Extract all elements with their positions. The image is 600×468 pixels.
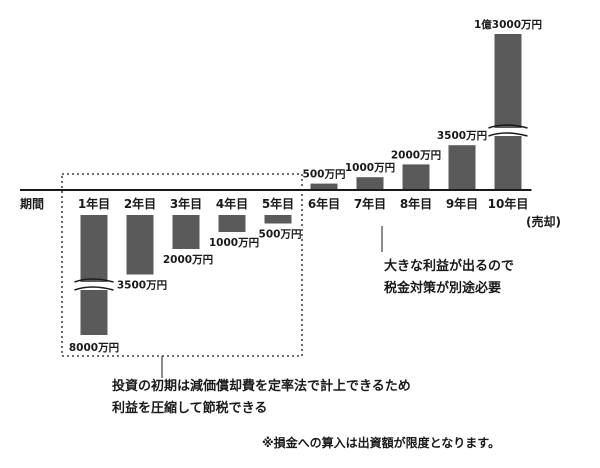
category-label-2: 2年目 bbox=[124, 196, 156, 211]
value-labels-group: 8000万円3500万円2000万円1000万円500万円500万円1000万円… bbox=[69, 18, 542, 354]
axis-label: 期間 bbox=[20, 196, 44, 211]
bar-2 bbox=[126, 215, 154, 275]
axis-break-gap-10 bbox=[490, 128, 526, 136]
value-label-8: 2000万円 bbox=[391, 149, 441, 161]
initial-period-box bbox=[61, 173, 303, 357]
value-label-1: 8000万円 bbox=[69, 342, 119, 354]
bar-1 bbox=[80, 215, 108, 335]
loss-annotation: 投資の初期は減価償却費を定率法で計上できるため 利益を圧縮して節税できる bbox=[112, 376, 411, 420]
bar-3 bbox=[172, 215, 200, 249]
value-label-6: 500万円 bbox=[303, 169, 346, 181]
category-label-3: 3年目 bbox=[170, 196, 202, 211]
profit-annotation-line1: 大きな利益が出るので bbox=[384, 259, 515, 274]
value-label-5: 500万円 bbox=[259, 229, 302, 241]
value-label-4: 1000万円 bbox=[209, 237, 259, 249]
category-label-5: 5年目 bbox=[262, 196, 294, 211]
value-label-2: 3500万円 bbox=[117, 280, 167, 292]
bar-7 bbox=[356, 177, 384, 190]
category-label-8: 8年目 bbox=[400, 196, 432, 211]
axis-break-mark-10-2 bbox=[488, 132, 528, 137]
bars-group bbox=[80, 34, 522, 335]
category-labels-group: 1年目 2年目 3年目 4年目 5年目 6年目 7年目 8年目 9年目 10年目 bbox=[78, 196, 529, 211]
axis-break-mark-10-1 bbox=[488, 124, 528, 129]
bar-9 bbox=[448, 145, 476, 190]
axis-break-mark-1-1 bbox=[74, 278, 114, 283]
bar-8 bbox=[402, 164, 430, 190]
category-label-7: 7年目 bbox=[354, 196, 386, 211]
profit-annotation: 大きな利益が出るので 税金対策が別途必要 bbox=[384, 256, 514, 300]
value-label-9: 3500万円 bbox=[437, 130, 487, 142]
bar-4 bbox=[218, 215, 246, 232]
axis-breaks-group bbox=[74, 124, 528, 291]
profit-annotation-line2: 税金対策が別途必要 bbox=[384, 281, 502, 296]
footnote: ※損金への算入は出資額が限度となります。 bbox=[262, 436, 501, 450]
loss-annotation-line2: 利益を圧縮して節税できる bbox=[112, 401, 268, 416]
category-label-6: 6年目 bbox=[308, 196, 340, 211]
axis-break-mark-1-2 bbox=[74, 286, 114, 291]
category-label-10: 10年目 bbox=[488, 196, 529, 211]
loss-annotation-line1: 投資の初期は減価償却費を定率法で計上できるため bbox=[112, 379, 411, 394]
value-label-10: 1億3000万円 bbox=[474, 18, 542, 31]
value-label-3: 2000万円 bbox=[163, 254, 213, 266]
value-label-7: 1000万円 bbox=[345, 162, 395, 174]
category-label-9: 9年目 bbox=[446, 196, 478, 211]
category-label-1: 1年目 bbox=[78, 196, 110, 211]
axis-break-gap-1 bbox=[76, 282, 112, 290]
bar-10 bbox=[494, 34, 522, 190]
sale-note: (売却) bbox=[526, 214, 561, 229]
category-label-4: 4年目 bbox=[216, 196, 248, 211]
bar-6 bbox=[310, 183, 338, 190]
bar-5 bbox=[264, 215, 292, 224]
